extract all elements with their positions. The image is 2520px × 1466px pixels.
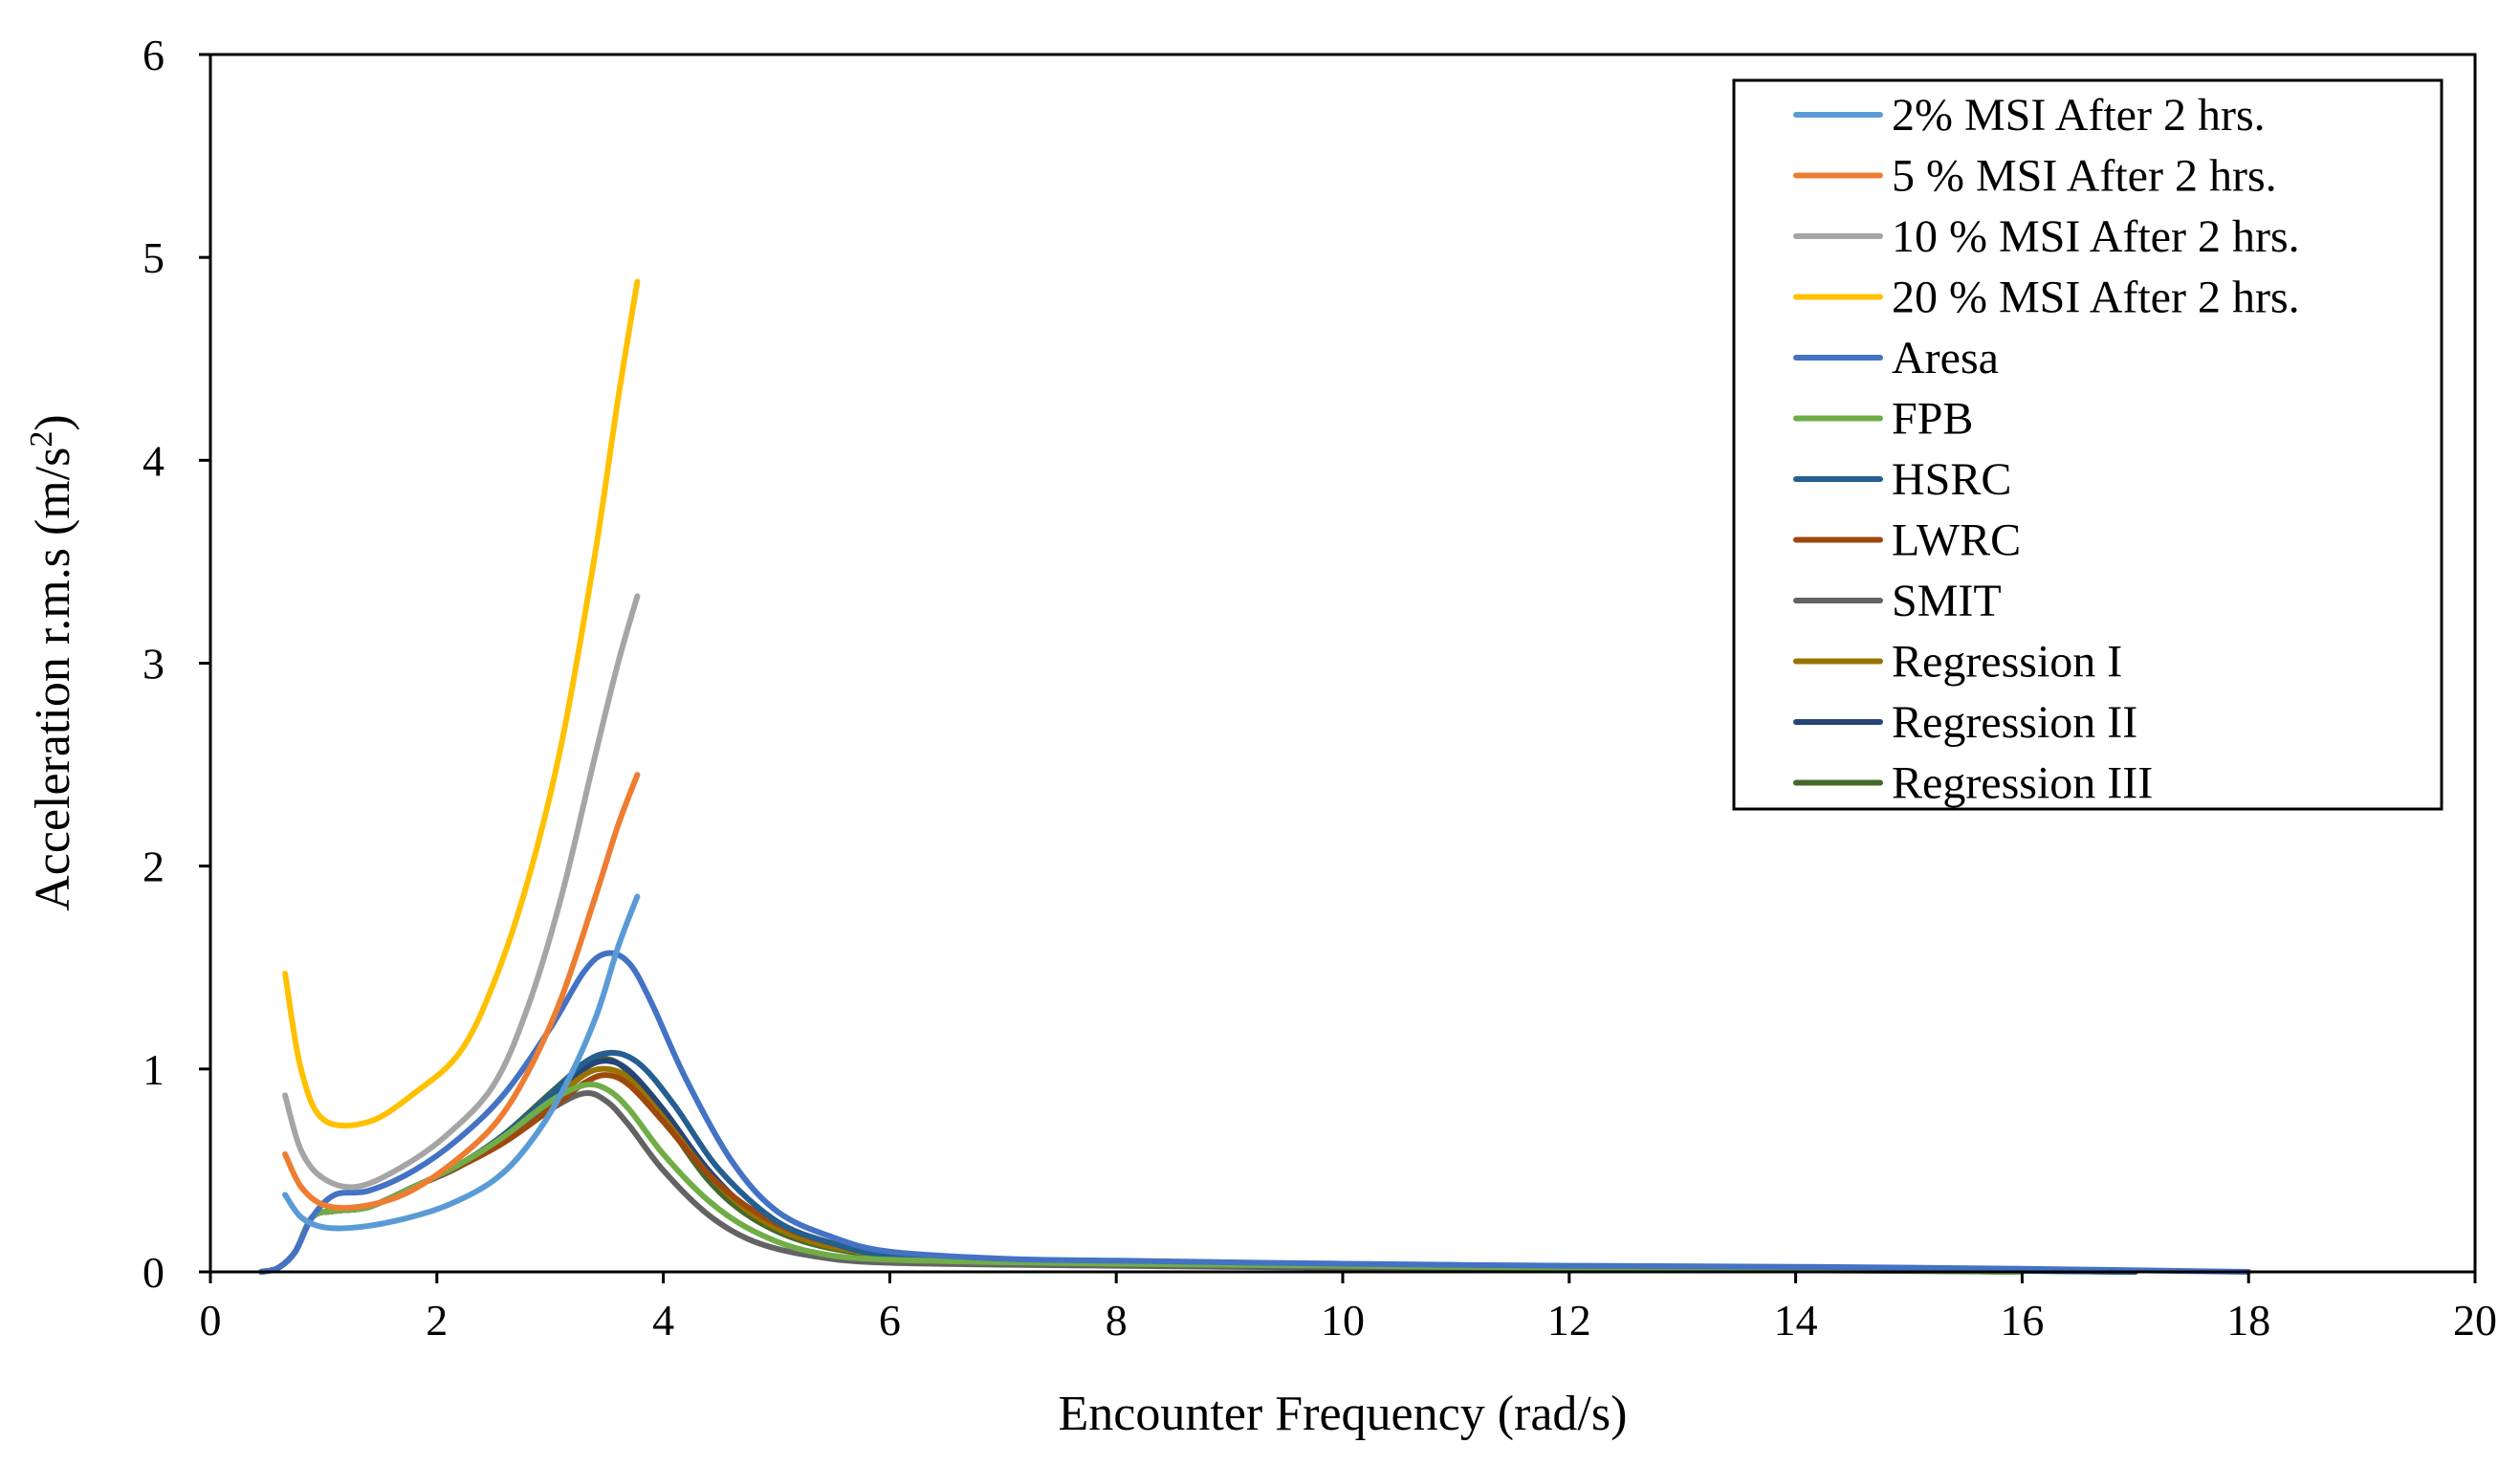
x-tick-label: 4: [652, 1296, 674, 1345]
legend-label-9: Regression I: [1892, 637, 2122, 688]
legend-label-8: SMIT: [1892, 576, 2002, 626]
x-tick-label: 20: [2453, 1296, 2497, 1345]
y-tick-label: 0: [142, 1248, 164, 1297]
legend-label-7: LWRC: [1892, 515, 2021, 566]
y-tick-label: 3: [142, 640, 164, 689]
x-tick-label: 0: [200, 1296, 222, 1345]
series-line-4: [258, 950, 2252, 1275]
y-axis-ticks: 0 1 2 3 4 5 6: [142, 31, 210, 1297]
x-axis-ticks: 0 2 4 6 8 10 12 14 16 18 20: [200, 1272, 2497, 1345]
x-axis-title: Encounter Frequency (rad/s): [1059, 1387, 1628, 1441]
y-tick-label: 5: [142, 233, 164, 282]
x-tick-label: 16: [2000, 1296, 2044, 1345]
y-tick-label: 6: [142, 31, 164, 79]
y-tick-label: 1: [142, 1045, 164, 1094]
y-axis-title-superscript: 2: [24, 431, 59, 448]
x-tick-label: 6: [879, 1296, 901, 1345]
legend-label-2: 10 % MSI After 2 hrs.: [1892, 211, 2300, 262]
y-tick-label: 4: [142, 436, 164, 485]
legend-label-5: FPB: [1892, 394, 1973, 445]
series-line-0: [282, 893, 641, 1232]
x-tick-label: 18: [2226, 1296, 2270, 1345]
legend-label-4: Aresa: [1892, 333, 1999, 383]
x-tick-label: 2: [426, 1296, 448, 1345]
legend-box: [1732, 78, 2443, 811]
legend-entries: 2% MSI After 2 hrs. 5 % MSI After 2 hrs. 1…: [1793, 90, 2300, 809]
y-axis-title: Acceleration r.m.s (m/s2): [24, 414, 81, 911]
legend-label-6: HSRC: [1892, 454, 2011, 505]
legend: 2% MSI After 2 hrs. 5 % MSI After 2 hrs. 1…: [1732, 78, 2443, 811]
y-axis-title-close: ): [26, 414, 80, 430]
y-tick-label: 2: [142, 842, 164, 891]
legend-label-1: 5 % MSI After 2 hrs.: [1892, 151, 2277, 202]
series-layer: [258, 278, 2252, 1275]
x-tick-label: 8: [1106, 1296, 1128, 1345]
series-line-2: [282, 593, 641, 1191]
series-line-3: [282, 278, 641, 1129]
y-axis-title-main: Acceleration r.m.s (m/s: [26, 448, 80, 911]
legend-label-10: Regression II: [1892, 697, 2137, 748]
x-tick-label: 10: [1321, 1296, 1365, 1345]
legend-label-3: 20 % MSI After 2 hrs.: [1892, 273, 2300, 323]
x-tick-label: 14: [1774, 1296, 1818, 1345]
series-line-1: [282, 772, 641, 1212]
x-tick-label: 12: [1547, 1296, 1591, 1345]
legend-label-0: 2% MSI After 2 hrs.: [1892, 90, 2266, 141]
legend-label-11: Regression III: [1892, 758, 2153, 809]
